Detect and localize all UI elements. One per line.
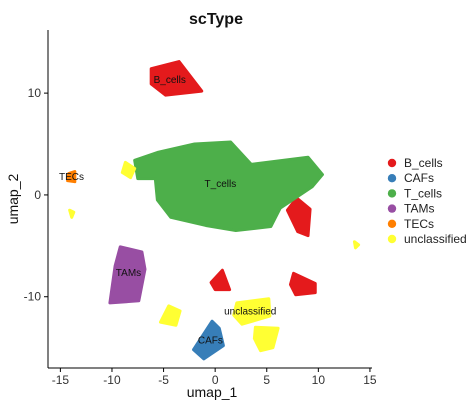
point-cluster <box>252 325 280 353</box>
legend-swatch <box>387 234 397 244</box>
y-tick-label: 10 <box>28 86 42 100</box>
plot-area: B_cells CAFs T_cells TAMs TECs unclassified <box>59 60 361 361</box>
series-B_cells <box>149 60 317 297</box>
legend-swatch <box>387 174 397 183</box>
legend-label: CAFs <box>404 171 434 185</box>
legend-swatch <box>387 158 397 168</box>
y-tick-label: -10 <box>24 290 42 304</box>
cluster-label: unclassified <box>224 306 276 317</box>
series-TECs <box>66 170 77 184</box>
cluster-label: TAMs <box>116 268 141 279</box>
legend-label: B_cells <box>404 156 443 170</box>
legend-swatch <box>387 219 397 228</box>
cluster-label: CAFs <box>198 336 223 347</box>
y-axis-title: umap_2 <box>5 173 21 224</box>
point-cluster <box>149 60 204 97</box>
cluster-label: B_cells <box>154 75 186 86</box>
point-cluster <box>108 245 147 305</box>
legend-label: TECs <box>404 217 434 231</box>
x-tick-label: 5 <box>263 373 270 387</box>
point-cluster <box>66 170 77 184</box>
point-cluster <box>158 304 182 327</box>
x-tick-label: -15 <box>52 373 70 387</box>
series-T_cells <box>133 140 324 233</box>
legend-label: TAMs <box>404 202 434 216</box>
x-axis-title: umap_1 <box>187 384 238 400</box>
x-tick-label: 10 <box>312 373 326 387</box>
point-cluster <box>288 271 317 297</box>
x-tick-label: 0 <box>212 373 219 387</box>
series-TAMs <box>108 245 147 305</box>
cluster-label: T_cells <box>205 179 237 190</box>
point-cluster <box>285 196 312 238</box>
series-CAFs <box>191 319 225 361</box>
tick-group: -15 -10 -5 0 5 10 15 -10 0 10 <box>24 86 377 387</box>
x-tick-label: -10 <box>103 373 121 387</box>
point-cluster <box>352 240 361 250</box>
legend-label: unclassified <box>404 232 467 246</box>
cluster-label: TECs <box>59 172 84 183</box>
point-cluster <box>232 297 272 326</box>
point-cluster <box>133 140 324 233</box>
point-cluster <box>68 208 76 219</box>
x-tick-label: 15 <box>363 373 377 387</box>
legend-swatch <box>387 204 397 213</box>
chart-title: scType <box>189 11 243 28</box>
x-tick-label: -5 <box>158 373 169 387</box>
legend-label: T_cells <box>404 186 442 200</box>
legend-swatch <box>387 189 397 198</box>
series-unclassified <box>68 160 361 353</box>
point-cluster <box>191 319 225 361</box>
y-tick-label: 0 <box>34 188 41 202</box>
point-cluster <box>209 268 232 292</box>
point-cluster <box>120 160 137 180</box>
